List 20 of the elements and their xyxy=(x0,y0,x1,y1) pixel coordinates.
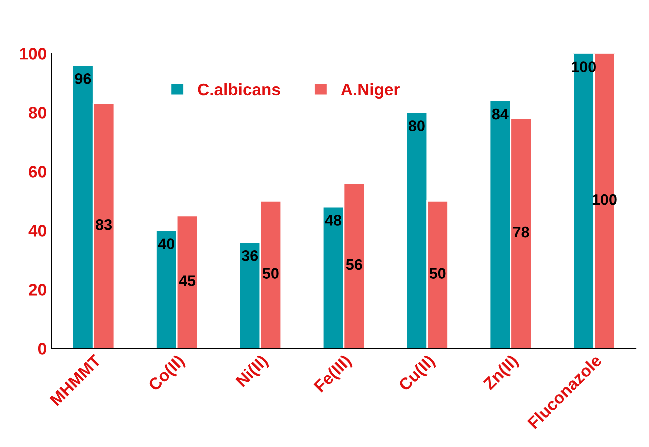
legend-label: C.albicans xyxy=(198,83,280,96)
legend-label: A.Niger xyxy=(341,83,400,99)
data-label: 50 xyxy=(262,268,279,280)
y-tick-label: 40 xyxy=(28,225,46,237)
y-tick-label: 20 xyxy=(29,284,46,296)
data-label: 83 xyxy=(96,220,112,230)
y-tick-label: 0 xyxy=(38,343,46,355)
y-tick-label: 100 xyxy=(20,48,46,60)
data-label: 80 xyxy=(408,120,425,132)
data-label: 56 xyxy=(346,259,362,270)
y-tick-label: 80 xyxy=(29,107,46,119)
data-label: 78 xyxy=(513,226,530,238)
data-label: 48 xyxy=(325,215,342,226)
data-label: 45 xyxy=(179,276,196,286)
data-label: 96 xyxy=(75,73,92,84)
y-tick-label: 60 xyxy=(29,166,46,178)
data-label: 50 xyxy=(430,268,446,280)
data-label: 84 xyxy=(492,108,509,120)
data-label: 40 xyxy=(158,238,175,250)
data-label: 36 xyxy=(242,250,258,262)
